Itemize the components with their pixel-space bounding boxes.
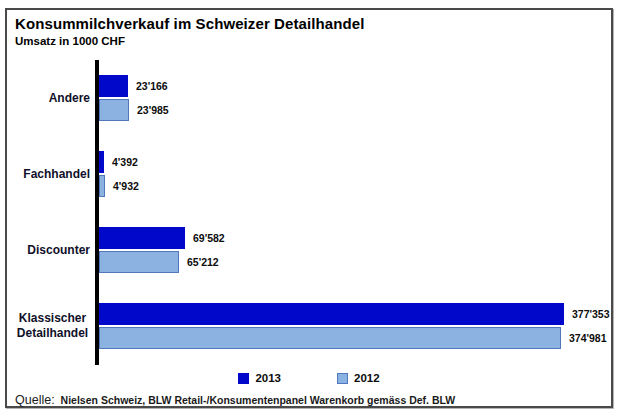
legend-label: 2013 [255, 372, 281, 384]
category-label: Klassischer Detailhandel [15, 288, 95, 364]
source-prefix: Quelle: [15, 393, 55, 407]
bar-2013 [99, 303, 564, 325]
bar-2012 [99, 99, 129, 121]
category-row: Andere 23'166 23'985 [15, 60, 603, 136]
bar-group: 69'582 65'212 [99, 212, 603, 288]
value-label: 4'392 [112, 156, 138, 168]
bar-2013 [99, 227, 185, 249]
legend-entry-2013: 2013 [238, 372, 281, 384]
value-label: 374'981 [569, 332, 607, 344]
bar-line: 377'353 [99, 303, 610, 325]
plot-area: Andere 23'166 23'985 Fachhandel 4'392 4'932 Di… [15, 60, 603, 365]
bar-line: 69'582 [99, 227, 603, 249]
legend-label: 2012 [354, 372, 380, 384]
legend-entry-2012: 2012 [337, 372, 380, 384]
category-axis-line [95, 60, 99, 365]
bar-2013 [99, 151, 104, 173]
bar-2012 [99, 175, 105, 197]
legend: 2013 2012 [15, 370, 603, 386]
source-text: Nielsen Schweiz, BLW Retail-/Konsumenten… [61, 394, 456, 406]
bar-line: 4'392 [99, 151, 603, 173]
bar-2012 [99, 251, 179, 273]
bar-rows: Andere 23'166 23'985 Fachhandel 4'392 4'932 Di… [15, 60, 603, 364]
category-row: Fachhandel 4'392 4'932 [15, 136, 603, 212]
bar-2013 [99, 75, 128, 97]
bar-line: 374'981 [99, 327, 610, 349]
legend-swatch-icon [238, 373, 249, 384]
source-note: Quelle: Nielsen Schweiz, BLW Retail-/Kon… [15, 393, 603, 407]
value-label: 69'582 [193, 232, 225, 244]
bar-line: 4'932 [99, 175, 603, 197]
bar-group: 377'353 374'981 [99, 288, 610, 364]
value-label: 23'985 [137, 104, 169, 116]
bar-group: 4'392 4'932 [99, 136, 603, 212]
chart-subtitle: Umsatz in 1000 CHF [15, 35, 603, 47]
bar-line: 23'985 [99, 99, 603, 121]
chart-title: Konsummilchverkauf im Schweizer Detailha… [15, 15, 603, 32]
category-label: Andere [15, 60, 95, 136]
bar-line: 23'166 [99, 75, 603, 97]
category-label: Fachhandel [15, 136, 95, 212]
value-label: 4'932 [113, 180, 139, 192]
bar-group: 23'166 23'985 [99, 60, 603, 136]
chart-frame: Konsummilchverkauf im Schweizer Detailha… [5, 8, 613, 408]
category-row: Klassischer Detailhandel377'353374'981 [15, 288, 603, 364]
value-label: 23'166 [136, 80, 168, 92]
value-label: 377'353 [572, 308, 610, 320]
bar-line: 65'212 [99, 251, 603, 273]
bar-2012 [99, 327, 561, 349]
category-label: Discounter [15, 212, 95, 288]
category-row: Discounter 69'582 65'212 [15, 212, 603, 288]
legend-swatch-icon [337, 373, 348, 384]
value-label: 65'212 [187, 256, 219, 268]
